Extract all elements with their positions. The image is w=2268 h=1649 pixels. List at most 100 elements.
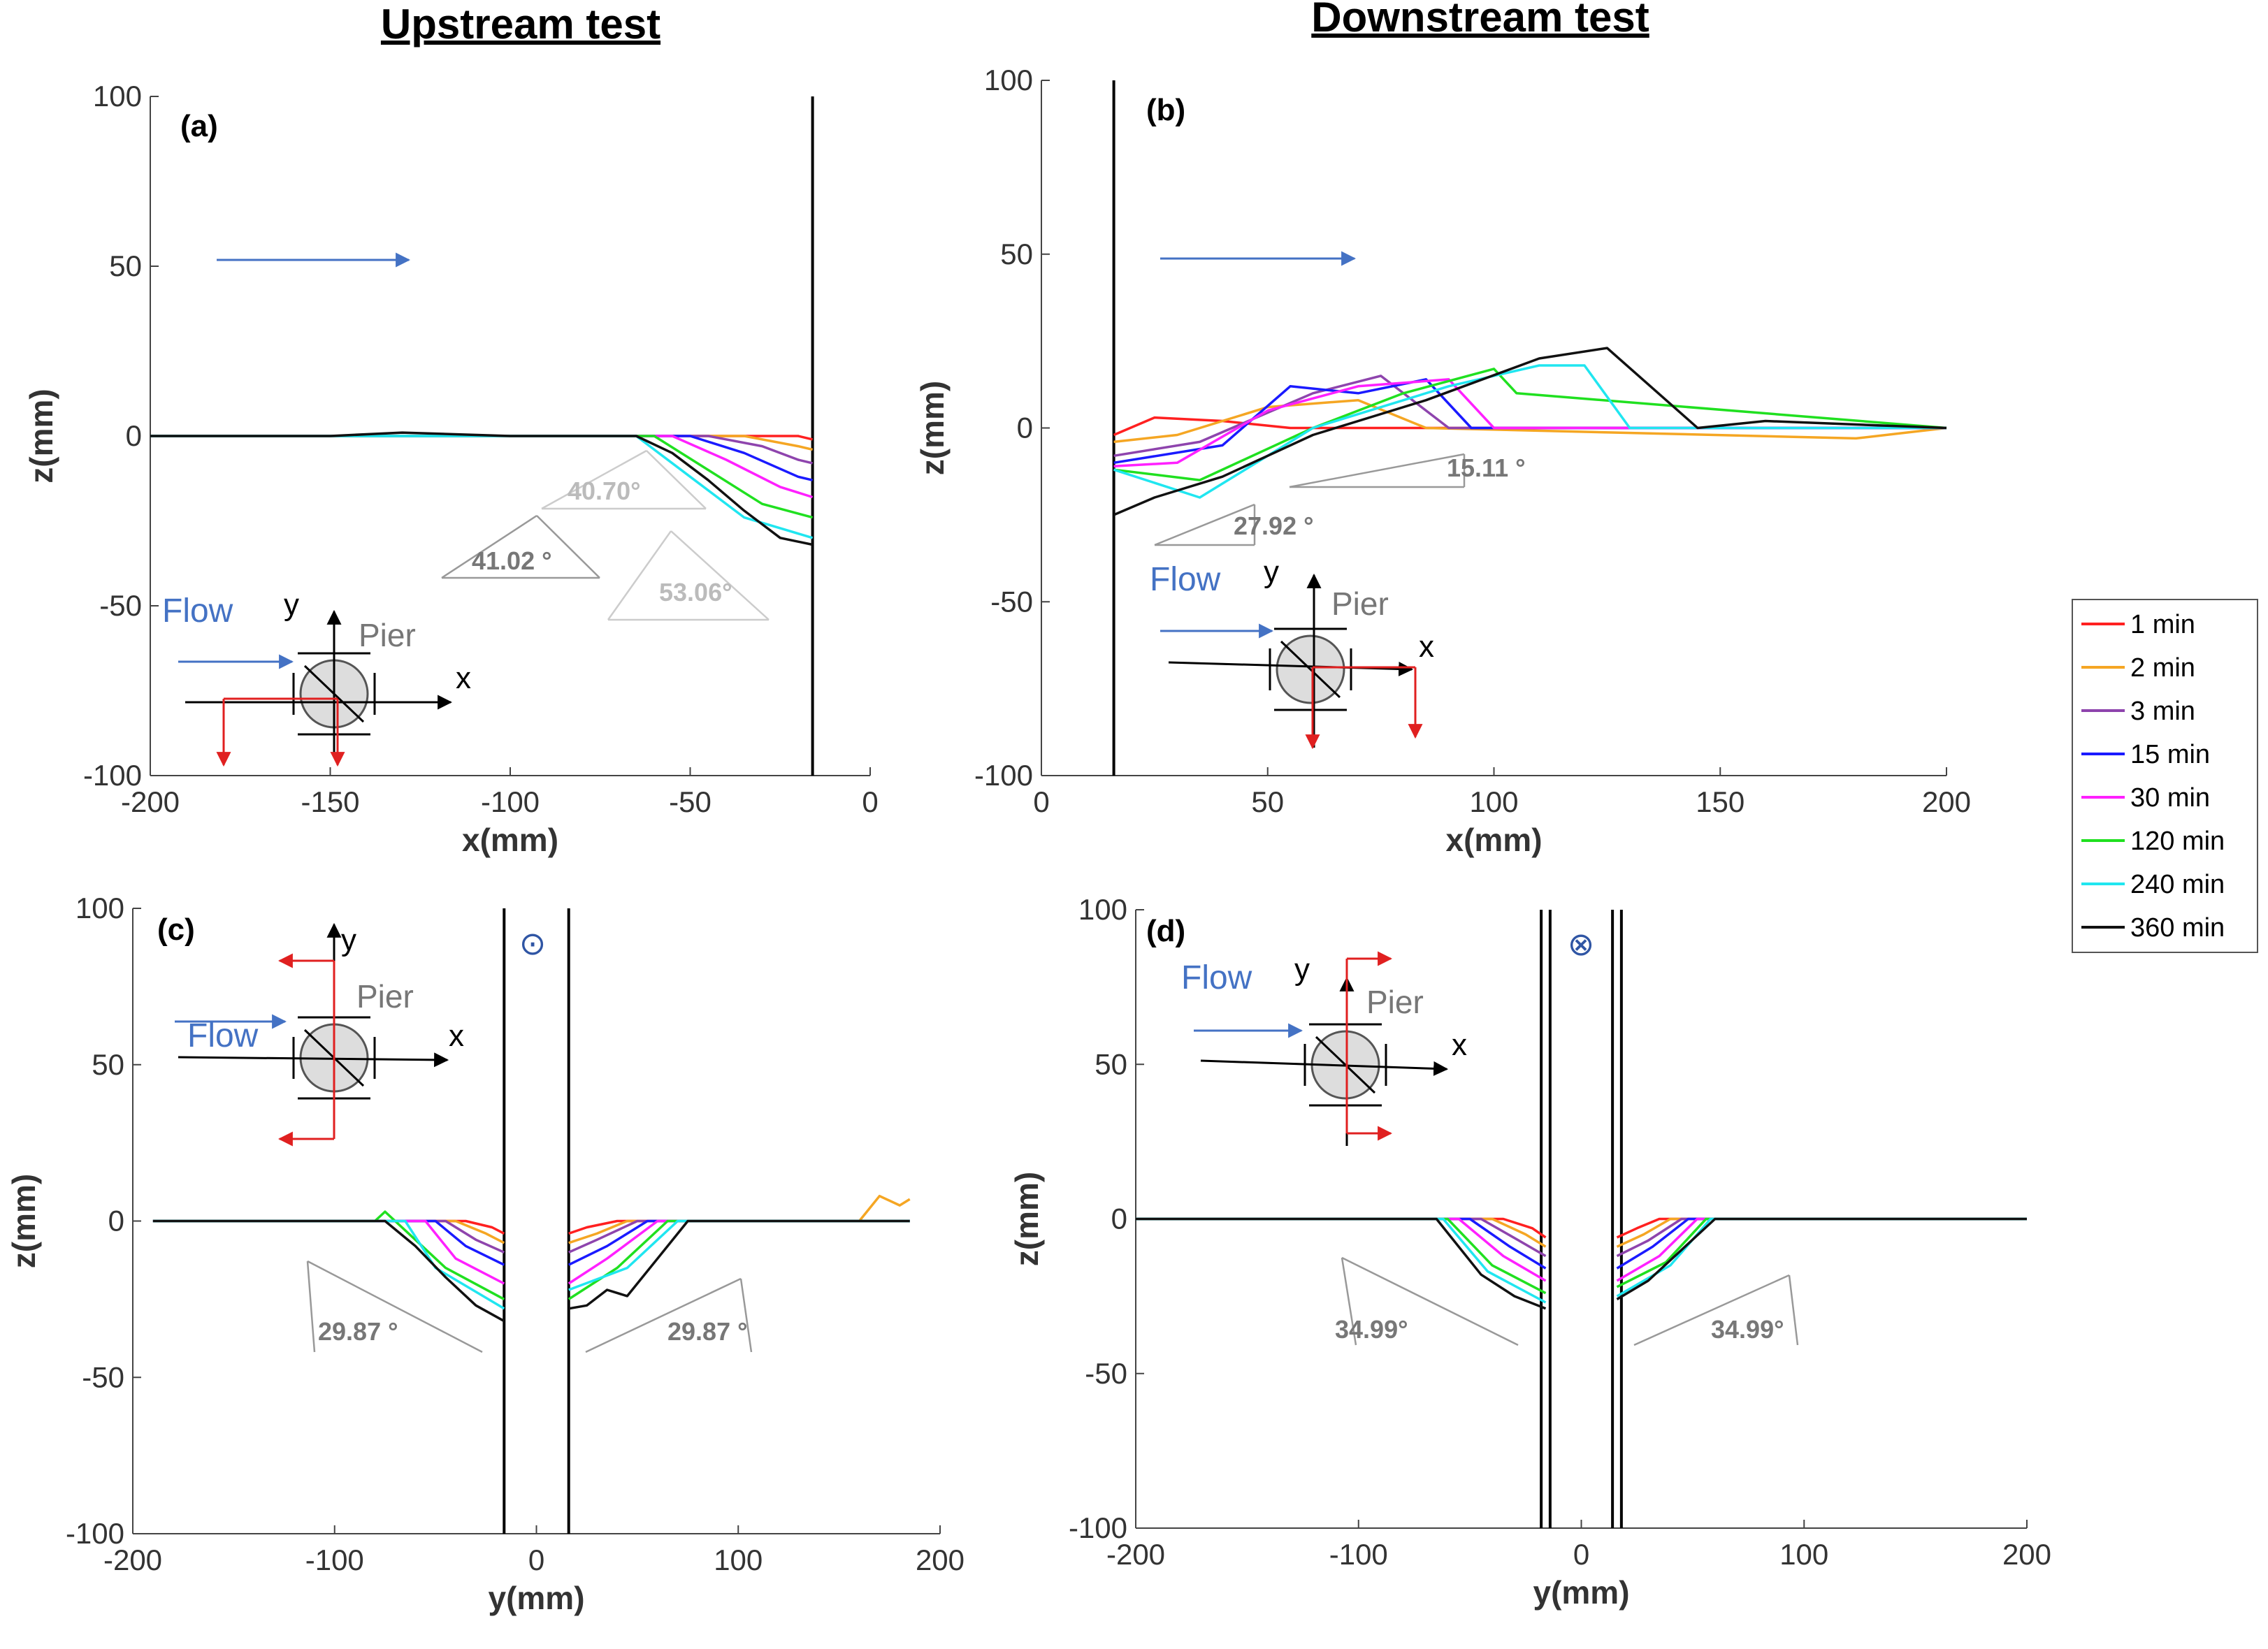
pier-label: Pier xyxy=(1366,984,1424,1020)
series-line-30-min xyxy=(152,1219,910,1285)
series-line-2-min xyxy=(152,1194,911,1244)
slope-line xyxy=(441,514,537,579)
flow-label: Flow xyxy=(1150,561,1221,598)
x-tick-label: 0 xyxy=(862,785,878,818)
flow-direction-symbol: ⊙ xyxy=(519,924,547,962)
slope-line xyxy=(1633,1274,1790,1346)
slope-angle-label: 53.06° xyxy=(659,578,732,606)
pier-hatch xyxy=(1280,640,1341,699)
y-tick-label: 50 xyxy=(109,249,142,282)
x-axis-symbol: x xyxy=(449,1019,464,1053)
slope-line xyxy=(1154,503,1255,546)
panel-label: (a) xyxy=(180,109,218,143)
slope-line xyxy=(1341,1256,1519,1346)
slope-line xyxy=(307,1260,483,1353)
y-tick-label: 0 xyxy=(1111,1203,1127,1235)
slope-line xyxy=(646,450,707,509)
x-axis-label: x(mm) xyxy=(462,822,558,858)
y-axis-symbol: y xyxy=(284,588,299,622)
slope-angle-label: 29.87 ° xyxy=(318,1317,398,1346)
x-tick-label: -100 xyxy=(305,1543,364,1576)
y-axis-label: z(mm) xyxy=(914,381,951,475)
y-tick-label: -100 xyxy=(66,1517,124,1550)
slope-line xyxy=(670,530,770,620)
slope-line xyxy=(739,1278,753,1353)
series-line-240-min xyxy=(1136,1217,2027,1304)
x-tick-label: -100 xyxy=(481,785,540,818)
downstream-header: Downstream test xyxy=(1311,0,1649,41)
x-tick-label: 100 xyxy=(714,1543,763,1576)
flow-label: Flow xyxy=(1181,959,1252,996)
flow-direction-symbol: ⊗ xyxy=(1568,925,1595,963)
series-line-30-min xyxy=(150,435,814,499)
series-line-360-min xyxy=(1136,1217,2027,1310)
y-tick-label: 100 xyxy=(984,64,1033,96)
series-line-15-min xyxy=(152,1219,910,1266)
x-tick-label: 150 xyxy=(1696,785,1745,818)
x-tick-label: 200 xyxy=(916,1543,965,1576)
legend-label: 1 min xyxy=(2130,610,2195,639)
x-axis-symbol: x xyxy=(456,661,471,695)
y-tick-label: -50 xyxy=(1085,1357,1127,1390)
series-line-360-min xyxy=(1113,347,1947,516)
y-tick-label: -50 xyxy=(99,589,142,622)
y-axis-label: z(mm) xyxy=(23,388,59,483)
panel-label: (d) xyxy=(1146,914,1185,948)
x-tick-label: -200 xyxy=(121,785,180,818)
slope-line xyxy=(306,1261,316,1353)
y-tick-label: 0 xyxy=(126,419,142,452)
series-line-240-min xyxy=(152,1219,910,1310)
x-tick-label: -100 xyxy=(1329,1538,1388,1571)
slope-angle-label: 34.99° xyxy=(1711,1315,1784,1344)
pier-label: Pier xyxy=(356,978,414,1015)
slope-line xyxy=(541,449,647,510)
y-tick-label: -100 xyxy=(1069,1511,1127,1544)
slope-angle-label: 34.99° xyxy=(1335,1315,1408,1344)
pier-label: Pier xyxy=(1331,586,1389,622)
y-tick-label: -50 xyxy=(990,585,1033,618)
y-tick-label: -100 xyxy=(83,759,142,792)
y-axis-symbol: y xyxy=(1264,555,1279,589)
x-axis-label: y(mm) xyxy=(1533,1574,1629,1611)
panel-label: (c) xyxy=(157,913,195,947)
series-line-30-min xyxy=(1136,1217,2027,1282)
legend-label: 3 min xyxy=(2130,697,2195,726)
y-axis-label: z(mm) xyxy=(1009,1172,1045,1266)
pier-label: Pier xyxy=(359,617,416,653)
y-tick-label: 100 xyxy=(93,80,142,112)
x-tick-label: 0 xyxy=(528,1543,544,1576)
y-tick-label: 0 xyxy=(1017,412,1033,444)
y-axis-label: z(mm) xyxy=(6,1174,42,1268)
x-tick-label: 100 xyxy=(1779,1538,1828,1571)
series-line-15-min xyxy=(1113,378,1946,465)
x-tick-label: 0 xyxy=(1573,1538,1589,1571)
series-line-15-min xyxy=(1136,1217,2027,1270)
flow-label: Flow xyxy=(162,593,233,630)
series-line-3-min xyxy=(150,435,814,465)
legend-label: 360 min xyxy=(2130,913,2225,943)
series-line-360-min xyxy=(150,431,813,546)
x-axis-label: x(mm) xyxy=(1445,822,1542,858)
y-tick-label: 100 xyxy=(1078,893,1127,926)
legend-label: 2 min xyxy=(2130,653,2195,683)
x-tick-label: -200 xyxy=(1106,1538,1165,1571)
x-axis-symbol: x xyxy=(1419,630,1434,664)
y-tick-label: 50 xyxy=(1095,1047,1127,1080)
series-line-120-min xyxy=(1113,368,1947,481)
slope-angle-label: 40.70° xyxy=(568,477,640,505)
legend-label: 120 min xyxy=(2130,827,2225,856)
slope-angle-label: 15.11 ° xyxy=(1447,453,1526,482)
panel-label: (b) xyxy=(1146,93,1185,127)
y-tick-label: -100 xyxy=(974,759,1033,792)
legend-label: 30 min xyxy=(2130,783,2210,813)
x-tick-label: -50 xyxy=(669,785,712,818)
series-line-1-min xyxy=(152,1219,910,1235)
upstream-header: Upstream test xyxy=(381,1,660,48)
